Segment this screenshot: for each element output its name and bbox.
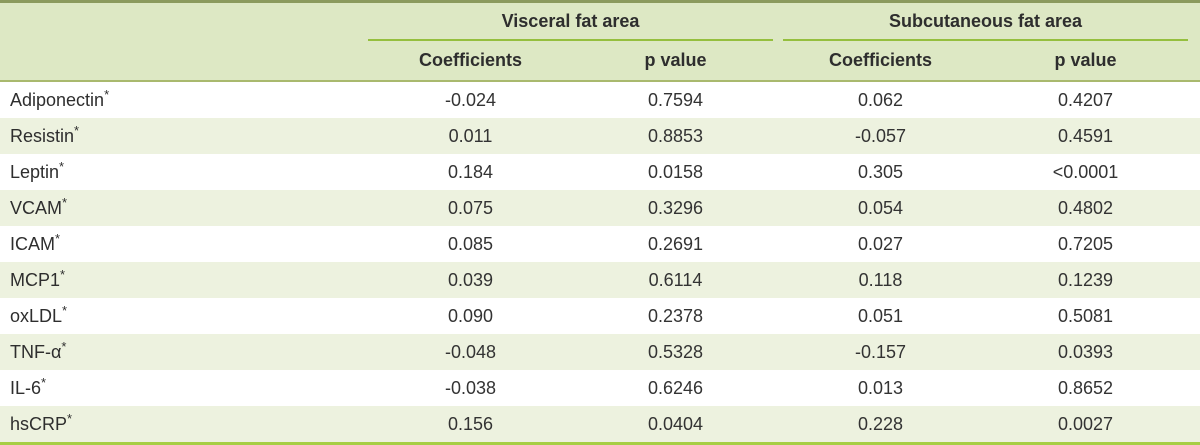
biomarker-name: oxLDL [10,305,63,326]
table-row: hsCRP* 0.156 0.0404 0.228 0.0027 [0,406,1200,442]
table-row: Adiponectin* -0.024 0.7594 0.062 0.4207 [0,82,1200,118]
footnote-marker: * [62,194,68,210]
footnote-marker: * [74,122,80,138]
row-label: MCP1* [0,266,368,291]
row-label: Leptin* [0,158,368,183]
visceral-p-value: 0.2378 [647,305,704,326]
column-header-subcutaneous-coefficients: Coefficients [828,50,933,70]
visceral-coefficient: 0.011 [448,125,493,146]
biomarker-name: Resistin [10,125,75,146]
visceral-p-value: 0.2691 [647,233,704,254]
footnote-marker: * [59,158,65,174]
biomarker-name: VCAM [10,197,63,218]
visceral-p-value: 0.0158 [647,161,704,182]
group-header-subcutaneous: Subcutaneous fat area [783,3,1188,41]
visceral-coefficient: -0.024 [444,89,497,110]
biomarker-name: MCP1 [10,269,61,290]
table-row: MCP1* 0.039 0.6114 0.118 0.1239 [0,262,1200,298]
table-header: Visceral fat area Subcutaneous fat area … [0,3,1200,82]
row-label: VCAM* [0,194,368,219]
biomarker-name: hsCRP [10,413,68,434]
visceral-p-value: 0.7594 [647,89,704,110]
visceral-coefficient: 0.184 [447,161,494,182]
column-header-subcutaneous-p-value: p value [1054,50,1117,70]
subcutaneous-p-value: 0.4591 [1057,125,1114,146]
biomarker-name: Adiponectin [10,89,105,110]
subcutaneous-coefficient: -0.157 [854,341,907,362]
subcutaneous-coefficient: 0.013 [857,377,904,398]
header-spacer-cell [0,41,368,80]
column-header-visceral-coefficients: Coefficients [418,50,523,70]
header-spacer-cell [0,3,368,41]
footnote-marker: * [104,86,110,102]
footnote-marker: * [61,338,67,354]
biomarker-name: IL-6 [10,377,42,398]
table-row: Resistin* 0.011 0.8853 -0.057 0.4591 [0,118,1200,154]
subcutaneous-p-value: 0.7205 [1057,233,1114,254]
visceral-p-value: 0.8853 [647,125,704,146]
row-label: hsCRP* [0,410,368,435]
visceral-coefficient: 0.090 [447,305,494,326]
subcutaneous-coefficient: -0.057 [854,125,907,146]
subcutaneous-p-value: 0.8652 [1057,377,1114,398]
group-header-visceral: Visceral fat area [368,3,773,41]
visceral-p-value: 0.3296 [647,197,704,218]
table-row: Leptin* 0.184 0.0158 0.305 <0.0001 [0,154,1200,190]
row-label: Resistin* [0,122,368,147]
visceral-coefficient: 0.156 [447,413,494,434]
visceral-coefficient: 0.039 [447,269,494,290]
subcutaneous-p-value: 0.0027 [1057,413,1114,434]
visceral-coefficient: -0.048 [444,341,497,362]
visceral-coefficient: 0.085 [447,233,494,254]
row-label: Adiponectin* [0,86,368,111]
subcutaneous-coefficient: 0.027 [857,233,904,254]
subcutaneous-p-value: 0.4802 [1057,197,1114,218]
biomarker-name: Leptin [10,161,60,182]
subcutaneous-coefficient: 0.305 [857,161,904,182]
visceral-p-value: 0.5328 [647,341,704,362]
footnote-marker: * [67,410,73,426]
subcutaneous-p-value: 0.0393 [1057,341,1114,362]
row-label: ICAM* [0,230,368,255]
column-header-visceral-p-value: p value [644,50,707,70]
subcutaneous-coefficient: 0.051 [857,305,904,326]
footnote-marker: * [55,230,61,246]
table-row: oxLDL* 0.090 0.2378 0.051 0.5081 [0,298,1200,334]
row-label: IL-6* [0,374,368,399]
row-label: TNF-α* [0,338,368,363]
subcutaneous-coefficient: 0.054 [857,197,904,218]
visceral-coefficient: 0.075 [447,197,494,218]
table-row: ICAM* 0.085 0.2691 0.027 0.7205 [0,226,1200,262]
visceral-p-value: 0.6114 [648,269,703,290]
subcutaneous-p-value: <0.0001 [1052,161,1119,182]
subcutaneous-coefficient: 0.118 [858,269,903,290]
footnote-marker: * [62,302,68,318]
biomarker-name: ICAM [10,233,55,254]
subcutaneous-coefficient: 0.062 [857,89,904,110]
visceral-p-value: 0.6246 [647,377,704,398]
table-row: IL-6* -0.038 0.6246 0.013 0.8652 [0,370,1200,406]
table-row: VCAM* 0.075 0.3296 0.054 0.4802 [0,190,1200,226]
subcutaneous-coefficient: 0.228 [857,413,904,434]
table-row: TNF-α* -0.048 0.5328 -0.157 0.0393 [0,334,1200,370]
subcutaneous-p-value: 0.5081 [1057,305,1114,326]
group-header-row: Visceral fat area Subcutaneous fat area [0,3,1200,41]
column-header-row: Coefficients p value Coefficients p valu… [0,41,1200,80]
footnote-marker: * [41,374,47,390]
subcutaneous-p-value: 0.4207 [1057,89,1114,110]
subcutaneous-p-value: 0.1239 [1057,269,1114,290]
footnote-marker: * [60,266,66,282]
visceral-p-value: 0.0404 [647,413,704,434]
row-label: oxLDL* [0,302,368,327]
biomarker-name: TNF-α [10,341,62,362]
visceral-coefficient: -0.038 [444,377,497,398]
